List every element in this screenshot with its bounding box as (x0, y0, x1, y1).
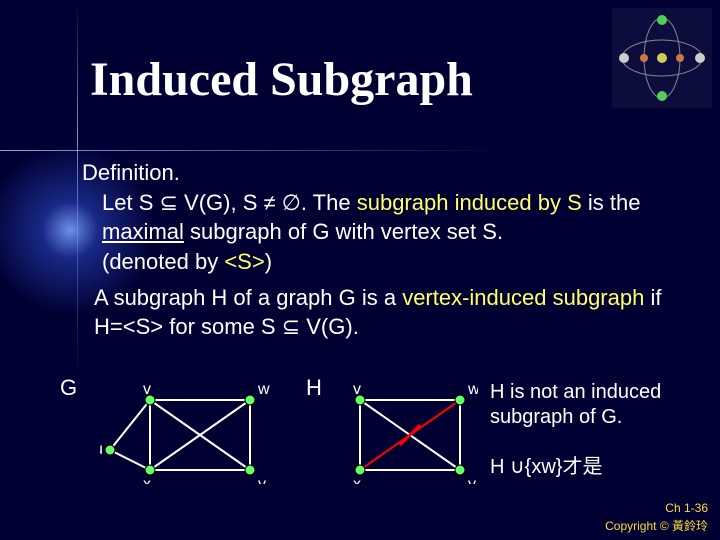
def-text: subgraph of G with vertex set S. (184, 219, 503, 244)
union-symbol: ∪ (510, 456, 525, 478)
def-text: (denoted by (102, 249, 224, 274)
def-text: ) (265, 249, 272, 274)
svg-text:u: u (100, 441, 103, 458)
caption-text: H (490, 456, 510, 478)
subset-symbol: ⊆ (159, 190, 177, 215)
footer-copyright: Copyright © 黃鈴玲 (605, 517, 708, 534)
svg-text:x: x (353, 476, 361, 484)
svg-text:v: v (143, 384, 151, 398)
decorative-line-horizontal (0, 150, 720, 151)
caption-not-induced: H is not an induced subgraph of G. (490, 380, 710, 430)
graph-g: u v w x y (100, 384, 270, 484)
caption-text: {xw}才是 (525, 456, 603, 478)
highlight-term: vertex-induced subgraph (402, 285, 644, 310)
graph-g-label: G (60, 375, 77, 401)
footer: Ch 1-36 Copyright © 黃鈴玲 (605, 501, 708, 534)
def-text: V(G). (300, 314, 359, 339)
svg-text:y: y (258, 476, 266, 484)
graph-h: v w x y (348, 384, 478, 484)
highlight-term: subgraph induced by S (357, 190, 582, 215)
definition-block: Definition. Let S ⊆ V(G), S ≠ ∅. The sub… (82, 158, 692, 342)
definition-heading: Definition. (82, 158, 692, 188)
corner-logo (612, 8, 712, 108)
svg-text:v: v (353, 384, 361, 398)
highlight-term: <S> (224, 249, 264, 274)
noteq-symbol: ≠ (263, 190, 275, 215)
footer-chapter: Ch 1-36 (605, 501, 708, 515)
subset-symbol: ⊆ (282, 314, 300, 339)
svg-text:w: w (467, 384, 478, 398)
underline-term: maximal (102, 219, 184, 244)
graph-h-label: H (306, 375, 322, 401)
def-text: is the (588, 190, 641, 215)
def-text: . The (301, 190, 357, 215)
emptyset-symbol: ∅ (282, 190, 301, 215)
def-text: V(G), S (178, 190, 264, 215)
caption-union: H ∪{xw}才是 (490, 450, 720, 479)
def-text: A subgraph H of a graph G is a (94, 285, 402, 310)
def-text: Let S (102, 190, 159, 215)
svg-text:w: w (257, 384, 270, 398)
svg-text:y: y (468, 476, 476, 484)
svg-text:x: x (143, 476, 151, 484)
slide-title: Induced Subgraph (90, 52, 473, 107)
